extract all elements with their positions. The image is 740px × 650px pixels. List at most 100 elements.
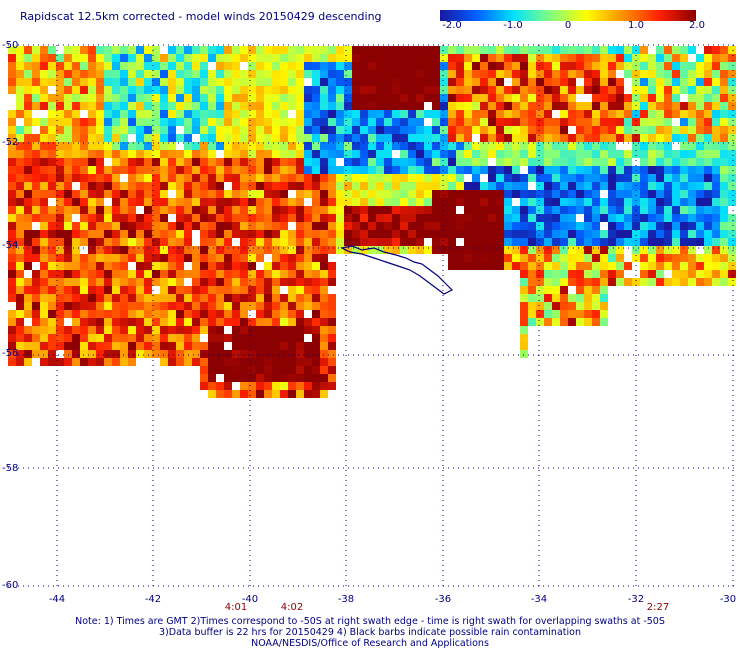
wind-cell [696, 214, 704, 222]
wind-cell [120, 110, 128, 118]
wind-cell [568, 270, 576, 278]
wind-cell [184, 222, 192, 230]
wind-cell [472, 70, 480, 78]
wind-cell [152, 86, 160, 94]
wind-cell [392, 94, 400, 102]
wind-cell [160, 126, 168, 134]
wind-cell [152, 54, 160, 62]
wind-cell [504, 262, 512, 270]
wind-cell [64, 222, 72, 230]
wind-cell [576, 206, 584, 214]
wind-cell [272, 150, 280, 158]
wind-cell [416, 54, 424, 62]
wind-cell [448, 86, 456, 94]
wind-cell [80, 198, 88, 206]
wind-cell [248, 118, 256, 126]
wind-cell [576, 70, 584, 78]
wind-cell [328, 262, 336, 270]
wind-cell [128, 214, 136, 222]
wind-cell [296, 102, 304, 110]
wind-cell [496, 238, 504, 246]
wind-cell [288, 158, 296, 166]
wind-cell [392, 174, 400, 182]
wind-cell [16, 94, 24, 102]
wind-cell [704, 238, 712, 246]
wind-cell [208, 70, 216, 78]
wind-cell [464, 246, 472, 254]
wind-cell [320, 102, 328, 110]
wind-cell [16, 62, 24, 70]
wind-cell [248, 302, 256, 310]
wind-cell [608, 238, 616, 246]
wind-cell [208, 54, 216, 62]
wind-cell [448, 214, 456, 222]
wind-cell [72, 158, 80, 166]
wind-cell [96, 86, 104, 94]
wind-cell [24, 294, 32, 302]
wind-cell [704, 134, 712, 142]
wind-cell [56, 78, 64, 86]
wind-cell [528, 118, 536, 126]
colorbar-label: -2.0 [442, 20, 462, 31]
wind-cell [552, 238, 560, 246]
wind-cell [144, 126, 152, 134]
wind-cell [144, 214, 152, 222]
wind-cell [184, 166, 192, 174]
wind-cell [624, 46, 632, 54]
footnote-line: 3)Data buffer is 22 hrs for 20150429 4) … [159, 627, 581, 638]
wind-cell [16, 246, 24, 254]
wind-cell [720, 198, 728, 206]
wind-cell [496, 70, 504, 78]
wind-cell [680, 118, 688, 126]
wind-cell [312, 318, 320, 326]
wind-cell [256, 110, 264, 118]
wind-cell [16, 158, 24, 166]
wind-cell [320, 110, 328, 118]
wind-cell [456, 110, 464, 118]
wind-cell [360, 78, 368, 86]
wind-cell [592, 190, 600, 198]
wind-cell [312, 390, 320, 398]
wind-cell [688, 62, 696, 70]
wind-cell [272, 350, 280, 358]
wind-cell [128, 294, 136, 302]
wind-cell [576, 286, 584, 294]
wind-cell [224, 310, 232, 318]
wind-cell [288, 62, 296, 70]
wind-cell [8, 166, 16, 174]
wind-cell [144, 238, 152, 246]
wind-cell [328, 142, 336, 150]
wind-cell [376, 86, 384, 94]
wind-cell [464, 214, 472, 222]
wind-cell [48, 262, 56, 270]
wind-cell [552, 198, 560, 206]
wind-cell [272, 70, 280, 78]
wind-cell [160, 182, 168, 190]
wind-cell [504, 222, 512, 230]
wind-cell [112, 142, 120, 150]
wind-cell [368, 222, 376, 230]
wind-cell [704, 110, 712, 118]
wind-cell [312, 334, 320, 342]
wind-cell [544, 46, 552, 54]
wind-cell [608, 54, 616, 62]
wind-cell [208, 94, 216, 102]
wind-cell [32, 70, 40, 78]
wind-cell [168, 62, 176, 70]
wind-cell [248, 262, 256, 270]
wind-cell [688, 174, 696, 182]
wind-cell [560, 70, 568, 78]
wind-cell [48, 54, 56, 62]
wind-cell [264, 334, 272, 342]
wind-cell [8, 286, 16, 294]
wind-cell [416, 214, 424, 222]
wind-cell [432, 166, 440, 174]
wind-cell [32, 334, 40, 342]
wind-cell [296, 86, 304, 94]
wind-cell [728, 222, 736, 230]
wind-cell [120, 302, 128, 310]
wind-cell [144, 342, 152, 350]
wind-cell [48, 70, 56, 78]
wind-cell [480, 118, 488, 126]
wind-cell [96, 182, 104, 190]
